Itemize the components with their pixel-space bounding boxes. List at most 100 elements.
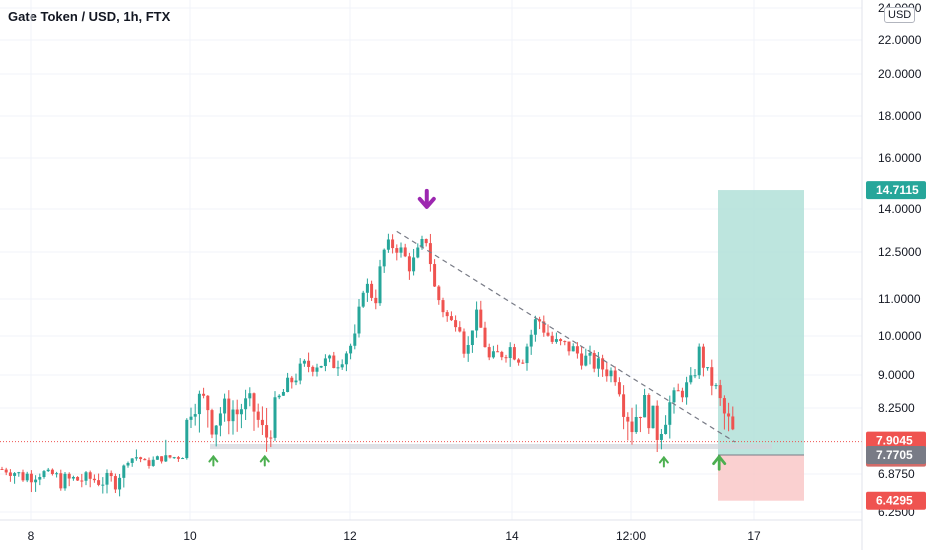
candle-body [412, 257, 416, 272]
candle-body [147, 460, 151, 466]
candle-body [596, 358, 600, 369]
candle-down [676, 383, 680, 392]
candle-body [592, 352, 596, 369]
candle-down [160, 456, 164, 464]
currency-badge[interactable]: USD [884, 7, 916, 23]
candle-down [454, 315, 458, 332]
price-tick-label: 10.0000 [878, 329, 922, 343]
candle-down [437, 285, 441, 305]
candle-body [231, 409, 235, 422]
candle-down [550, 331, 554, 344]
candle-up [185, 418, 189, 460]
candle-body [559, 339, 563, 342]
candle-down [407, 252, 411, 280]
candle-body [134, 457, 138, 459]
candle-body [546, 332, 550, 336]
candle-down [227, 390, 231, 435]
price-tick-label: 12.5000 [878, 245, 922, 259]
candle-down [567, 341, 571, 356]
candle-body [454, 320, 458, 328]
candle-up [416, 243, 420, 259]
candle-body [227, 398, 231, 422]
candle-down [139, 456, 143, 463]
candle-body [92, 478, 96, 481]
candle-down [458, 321, 462, 333]
candle-body [286, 377, 290, 392]
candle-body [46, 469, 50, 472]
candle-body [80, 480, 84, 482]
candle-up [71, 475, 75, 481]
time-tick-label: 17 [747, 529, 761, 543]
candle-body [143, 459, 147, 461]
candle-body [525, 346, 529, 364]
candle-body [155, 456, 159, 460]
candle-down [483, 321, 487, 348]
candle-body [42, 471, 46, 477]
candle-down [206, 395, 210, 428]
candle-up [239, 403, 243, 429]
candle-body [336, 367, 340, 369]
candle-body [470, 330, 474, 346]
candle-body [88, 472, 92, 479]
candle-up [273, 391, 277, 441]
candle-body [391, 239, 395, 249]
candle-body [382, 249, 386, 267]
candle-body [475, 309, 479, 331]
candle-body [643, 394, 647, 418]
candles [0, 233, 735, 497]
candle-body [668, 402, 672, 425]
candle-body [462, 331, 466, 354]
candle-body [307, 360, 311, 367]
candle-up [634, 404, 638, 434]
candle-body [664, 424, 668, 435]
candle-up [281, 389, 285, 396]
candle-down [374, 289, 378, 310]
candle-body [428, 243, 432, 265]
candle-body [445, 312, 449, 317]
candle-body [302, 360, 306, 364]
candle-up [399, 242, 403, 258]
price-tick-label: 14.0000 [878, 202, 922, 216]
candle-body [407, 256, 411, 272]
candle-down [395, 244, 399, 261]
candle-up [214, 425, 218, 447]
candle-body [172, 457, 176, 459]
candle-body [126, 462, 130, 466]
price-tick-label: 20.0000 [878, 67, 922, 81]
entry-price-tag-text: 7.7705 [876, 448, 913, 462]
candle-down [710, 359, 714, 396]
candle-down [210, 408, 214, 439]
price-tick-label: 16.0000 [878, 151, 922, 165]
candle-body [617, 382, 621, 395]
candle-up [315, 363, 319, 377]
candle-body [218, 413, 222, 426]
candle-body [361, 292, 365, 307]
trendline [396, 230, 736, 443]
candle-body [622, 394, 626, 417]
candle-body [269, 437, 273, 439]
candle-body [693, 375, 697, 377]
candle-up [349, 343, 353, 360]
descending-trendline [396, 230, 736, 443]
candle-body [714, 385, 718, 387]
candle-up [319, 365, 323, 369]
candle-up [554, 332, 558, 344]
candle-down [580, 346, 584, 370]
candle-up [248, 387, 252, 407]
candle-body [349, 345, 353, 354]
entry-price-tag: 7.7705 [866, 446, 926, 464]
candle-body [235, 409, 239, 415]
candle-down [592, 350, 596, 373]
candle-up [13, 472, 17, 484]
candle-up [155, 455, 159, 460]
candle-down [605, 362, 609, 382]
candle-down [147, 457, 151, 469]
stop-price-tag-bg [866, 491, 926, 510]
arrow-down-icon [417, 188, 436, 209]
candle-body [197, 393, 201, 415]
candle-up [126, 461, 130, 468]
candle-body [332, 355, 336, 369]
candle-down [487, 343, 491, 361]
